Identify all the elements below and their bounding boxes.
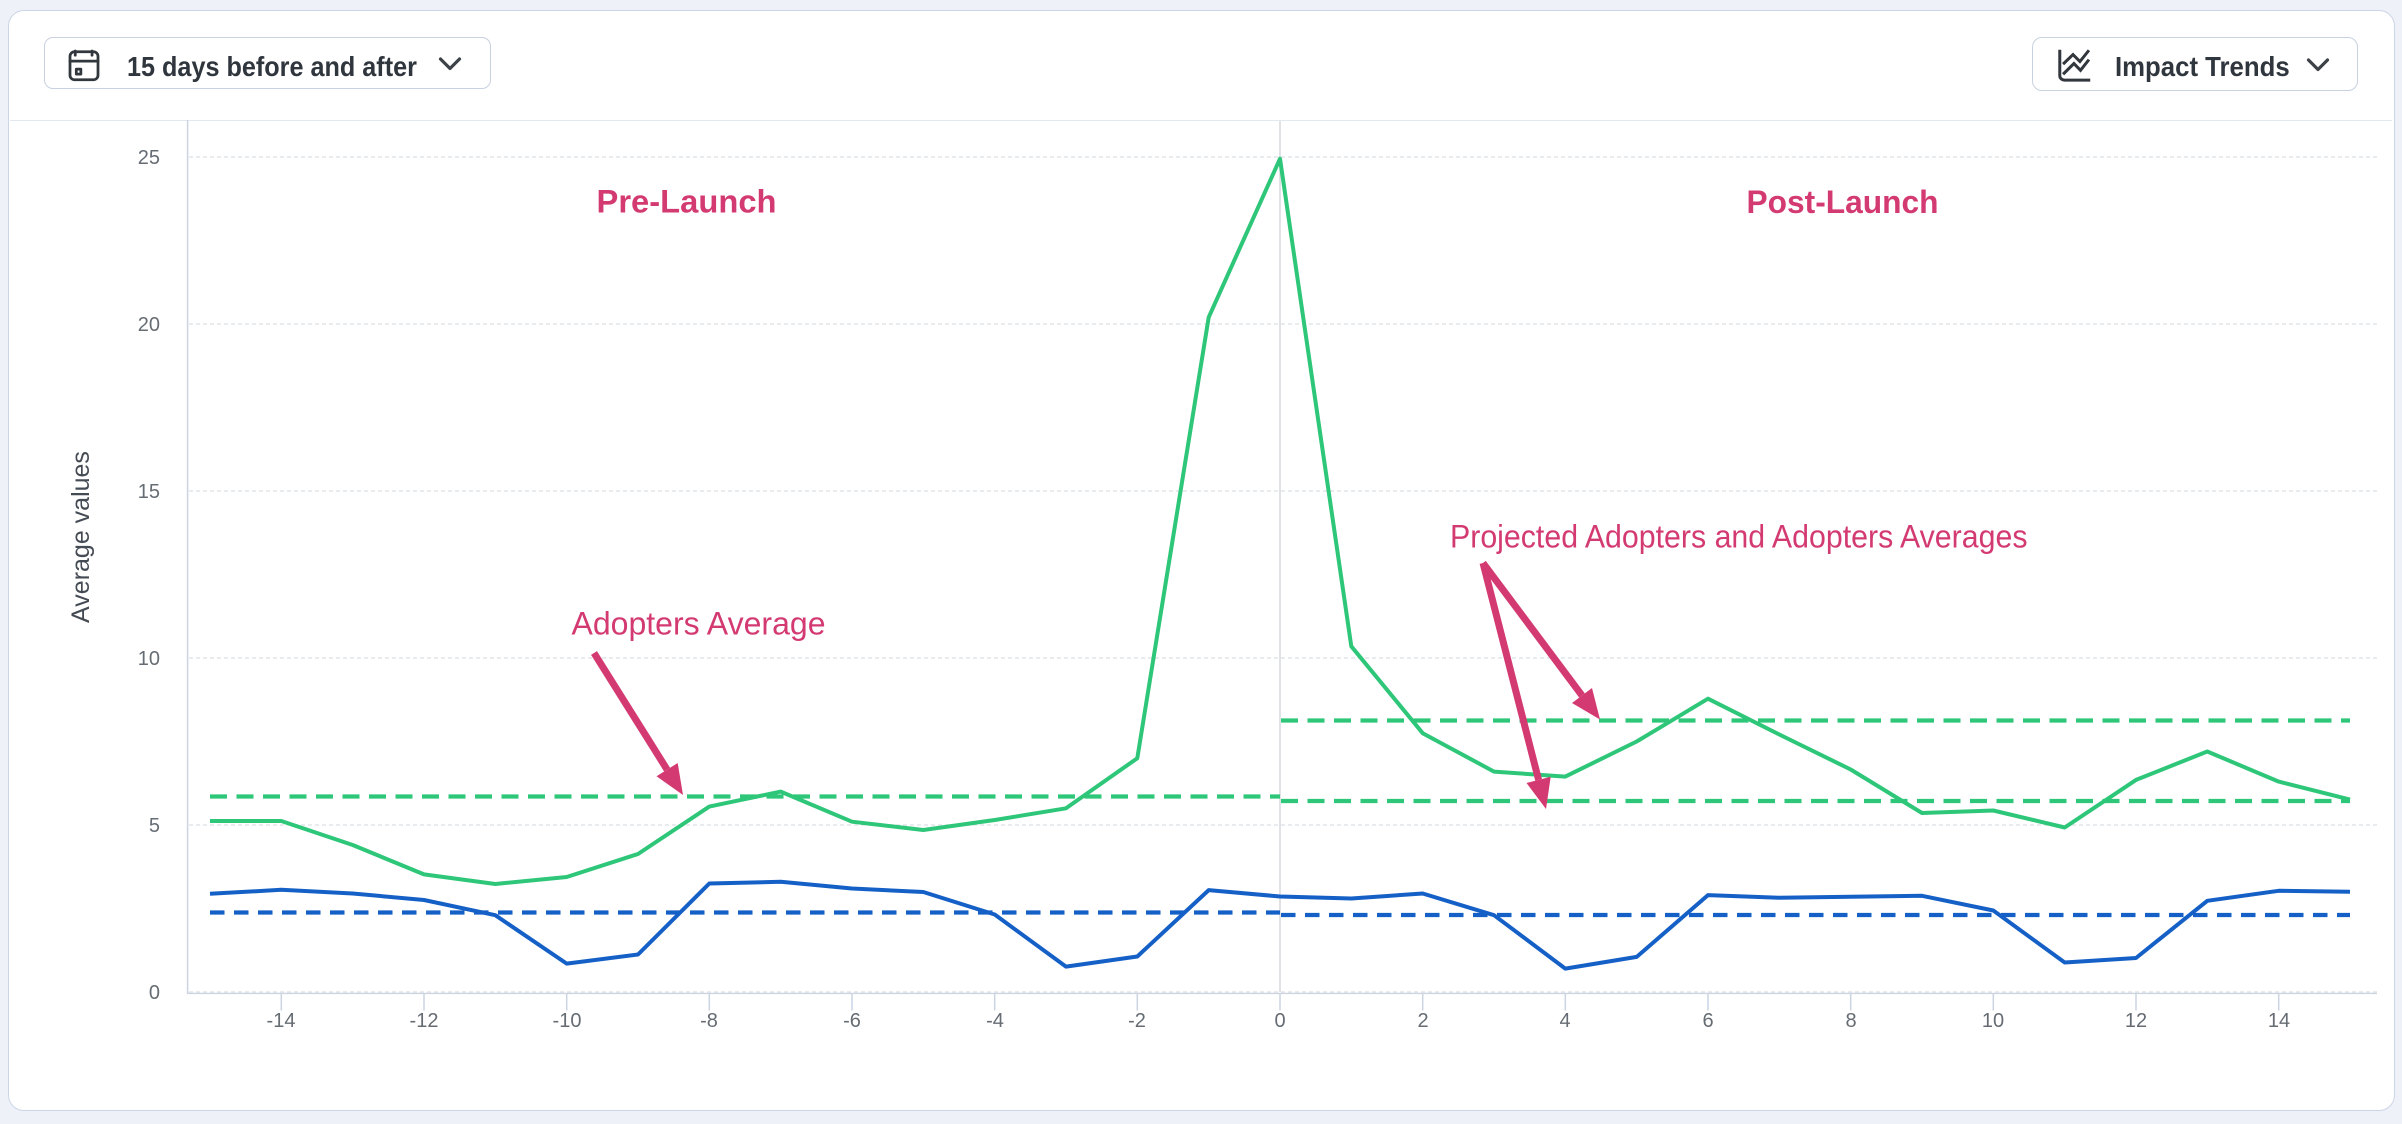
- svg-text:10: 10: [1982, 1010, 2004, 1032]
- svg-text:0: 0: [149, 982, 160, 1004]
- svg-text:25: 25: [138, 147, 160, 169]
- svg-text:2: 2: [1417, 1010, 1428, 1032]
- svg-text:12: 12: [2125, 1010, 2147, 1032]
- svg-text:0: 0: [1274, 1010, 1285, 1032]
- svg-text:-14: -14: [267, 1010, 296, 1032]
- svg-text:Projected Adopters and Adopter: Projected Adopters and Adopters Averages: [1450, 519, 2028, 555]
- svg-text:14: 14: [2268, 1010, 2290, 1032]
- svg-text:15: 15: [138, 481, 160, 503]
- svg-text:4: 4: [1559, 1010, 1570, 1032]
- svg-text:-6: -6: [843, 1010, 861, 1032]
- svg-text:Pre-Launch: Pre-Launch: [597, 184, 777, 220]
- svg-text:Adopters Average: Adopters Average: [572, 606, 826, 642]
- svg-text:Average values: Average values: [67, 451, 95, 623]
- svg-text:-4: -4: [986, 1010, 1004, 1032]
- svg-text:5: 5: [149, 815, 160, 837]
- svg-text:6: 6: [1702, 1010, 1713, 1032]
- svg-text:Post-Launch: Post-Launch: [1747, 184, 1939, 220]
- svg-text:-12: -12: [410, 1010, 439, 1032]
- svg-text:-8: -8: [700, 1010, 718, 1032]
- svg-text:-2: -2: [1128, 1010, 1146, 1032]
- svg-text:-10: -10: [553, 1010, 582, 1032]
- svg-text:20: 20: [138, 314, 160, 336]
- svg-text:8: 8: [1845, 1010, 1856, 1032]
- svg-text:10: 10: [138, 648, 160, 670]
